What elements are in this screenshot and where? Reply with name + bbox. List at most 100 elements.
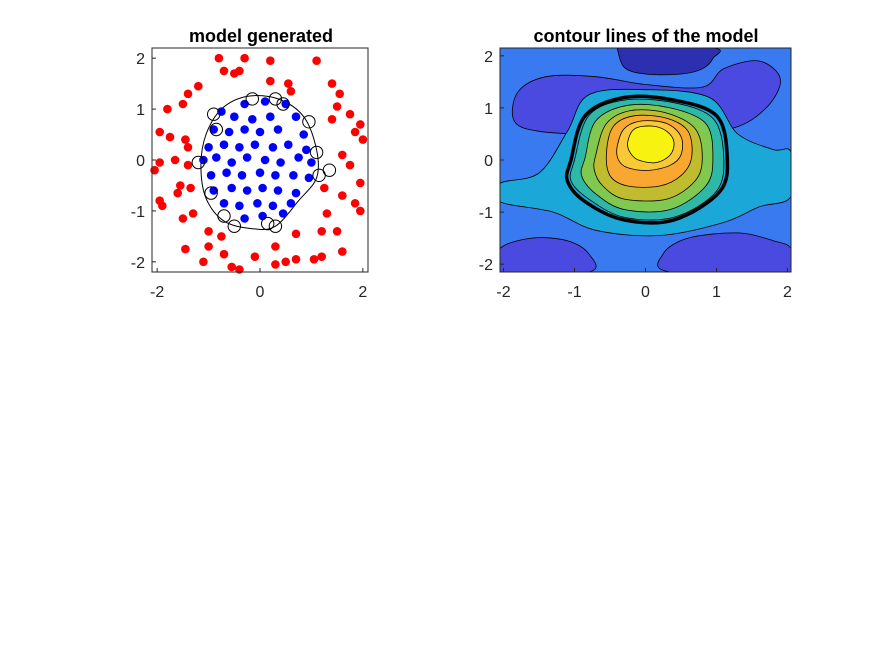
y-tick-label: 1 <box>484 101 493 118</box>
blue-data-point <box>291 112 301 121</box>
red-data-point <box>291 229 301 239</box>
blue-data-point <box>242 153 252 162</box>
blue-data-point <box>258 211 267 221</box>
zero-level-contour <box>564 94 730 225</box>
red-data-point <box>170 155 180 165</box>
red-data-point <box>181 135 190 144</box>
y-tick-label: -1 <box>131 204 145 221</box>
blue-data-point <box>248 115 257 124</box>
blue-data-point <box>209 125 218 134</box>
blue-data-point <box>222 168 231 177</box>
blue-data-point <box>291 188 301 198</box>
blue-data-point <box>307 158 316 167</box>
red-data-point <box>176 181 185 190</box>
red-data-point <box>271 260 280 269</box>
blue-data-point <box>271 171 280 180</box>
blue-data-point <box>242 186 252 195</box>
y-tick-label: 0 <box>136 153 145 170</box>
red-data-point <box>188 209 198 218</box>
red-data-point <box>163 104 172 114</box>
red-data-point <box>350 199 360 208</box>
red-data-point <box>183 143 193 152</box>
red-data-point <box>204 227 213 236</box>
contour-subplot: contour lines of the model -2 -1 0 1 2 2 1 0 -1 -… <box>479 26 792 301</box>
support-vector-marker <box>309 145 324 160</box>
support-vector-marker <box>217 209 231 223</box>
blue-data-point <box>250 140 260 149</box>
contour-level-region <box>610 48 721 76</box>
blue-data-point <box>289 171 298 180</box>
red-data-point <box>178 214 188 223</box>
support-vector-marker <box>322 163 337 177</box>
support-vector-marker <box>276 97 290 111</box>
red-data-point <box>332 227 342 236</box>
x-tick-label: 1 <box>712 284 721 301</box>
red-data-point <box>284 79 293 88</box>
blue-data-point <box>240 99 249 109</box>
red-data-point <box>204 242 213 251</box>
blue-data-point <box>253 199 262 208</box>
support-vector-marker <box>204 186 218 200</box>
x-tick-label: 0 <box>641 284 650 301</box>
y-tick-label: 1 <box>136 102 145 119</box>
blue-data-point <box>268 143 278 152</box>
decision-boundary <box>200 95 320 231</box>
red-data-point <box>286 87 296 96</box>
red-data-point <box>165 132 175 142</box>
red-data-point <box>155 127 164 137</box>
blue-data-point <box>273 186 283 195</box>
blue-data-point <box>278 209 288 218</box>
red-data-point <box>345 109 355 119</box>
contour-level-region <box>627 125 675 164</box>
blue-data-point <box>224 127 234 137</box>
blue-data-point <box>199 155 208 165</box>
blue-data-point <box>266 112 275 121</box>
support-vector-marker <box>261 216 275 231</box>
blue-data-point <box>302 145 311 155</box>
red-data-point <box>219 249 229 259</box>
red-data-point <box>358 135 368 144</box>
red-data-point <box>338 191 347 200</box>
red-data-point <box>338 150 347 160</box>
blue-data-point <box>260 97 270 106</box>
red-data-point <box>322 209 332 218</box>
blue-data-point <box>237 171 247 180</box>
red-data-point <box>235 265 244 274</box>
blue-data-point <box>260 155 270 165</box>
blue-data-point <box>258 183 267 193</box>
blue-data-point <box>304 173 314 183</box>
x-tick-label: -1 <box>567 284 581 301</box>
x-tick-label: 0 <box>256 284 265 301</box>
x-tick-label: 2 <box>358 284 367 301</box>
blue-data-point <box>240 214 249 223</box>
red-data-point <box>155 158 164 167</box>
support-vector-marker <box>268 92 283 106</box>
blue-data-point <box>255 168 265 177</box>
blue-data-point <box>299 130 309 139</box>
blue-data-point <box>240 125 249 134</box>
red-data-point <box>338 247 347 256</box>
blue-data-point <box>255 127 265 137</box>
y-tick-label: 2 <box>484 49 493 66</box>
blue-data-point <box>212 153 221 162</box>
red-data-point <box>317 227 327 236</box>
y-tick-label: -2 <box>479 257 493 274</box>
blue-data-point <box>273 125 283 134</box>
red-data-point <box>227 262 236 272</box>
blue-data-point <box>230 112 239 121</box>
blue-data-point <box>235 143 244 152</box>
red-data-point <box>194 81 203 91</box>
red-data-point <box>291 254 301 264</box>
red-data-point <box>183 160 193 170</box>
red-data-point <box>235 66 244 76</box>
blue-data-point <box>219 140 229 149</box>
y-tick-label: -2 <box>131 255 145 272</box>
contour-plot-title: contour lines of the model <box>533 26 758 46</box>
blue-data-point <box>281 99 291 109</box>
red-data-point <box>173 188 182 198</box>
red-data-point <box>327 115 337 124</box>
red-data-point <box>186 183 195 193</box>
blue-data-point <box>227 158 236 167</box>
red-data-point <box>240 53 249 63</box>
blue-data-point <box>206 171 216 180</box>
